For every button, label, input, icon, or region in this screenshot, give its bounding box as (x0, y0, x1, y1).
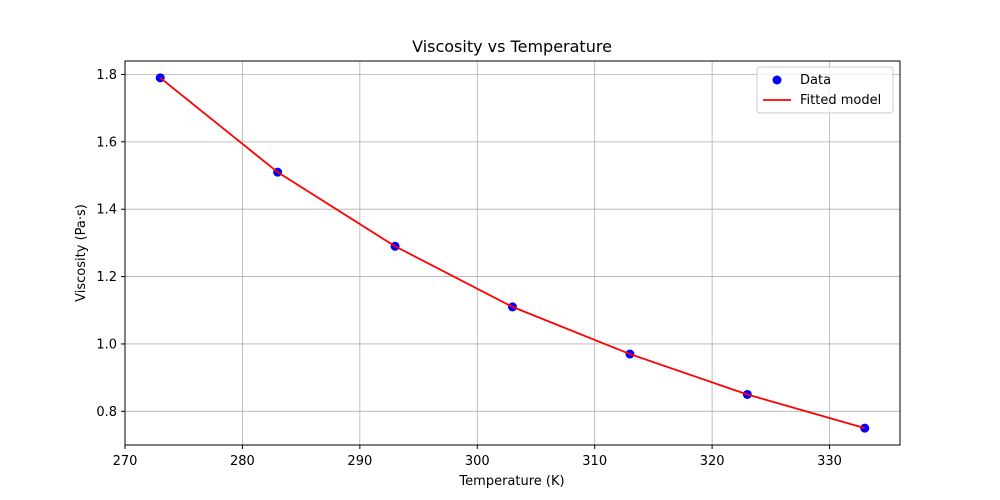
plot-frame (124, 60, 901, 446)
y-tick-label: 1.4 (96, 203, 117, 218)
x-tick-label: 320 (700, 454, 725, 469)
plot-series (155, 73, 870, 433)
x-tick-label: 300 (465, 454, 490, 469)
legend-box (756, 66, 894, 114)
axis-ticks: 270 280 290 300 310 320 330 0.8 1.0 1.2 1.4 1.6 1.8 (96, 68, 842, 469)
y-axis-label: Viscosity (Pa·s) (74, 204, 89, 302)
legend-marker-data (772, 75, 782, 85)
x-tick-label: 310 (582, 454, 607, 469)
y-tick-label: 1.2 (96, 270, 117, 285)
grid (124, 61, 900, 445)
x-axis-label: Temperature (K) (458, 474, 564, 489)
chart-title: Viscosity vs Temperature (412, 37, 612, 56)
legend-label-data: Data (800, 73, 831, 88)
legend: Data Fitted model (756, 66, 894, 114)
legend-label-fitted-model: Fitted model (800, 93, 881, 108)
x-tick-label: 330 (817, 454, 842, 469)
y-tick-label: 1.6 (96, 135, 117, 150)
x-tick-label: 270 (113, 454, 138, 469)
x-tick-label: 280 (230, 454, 255, 469)
y-tick-label: 1.0 (96, 337, 117, 352)
series-line-fitted-model (159, 77, 866, 430)
x-tick-label: 290 (347, 454, 372, 469)
y-tick-label: 0.8 (96, 405, 117, 420)
y-tick-label: 1.8 (96, 68, 117, 83)
